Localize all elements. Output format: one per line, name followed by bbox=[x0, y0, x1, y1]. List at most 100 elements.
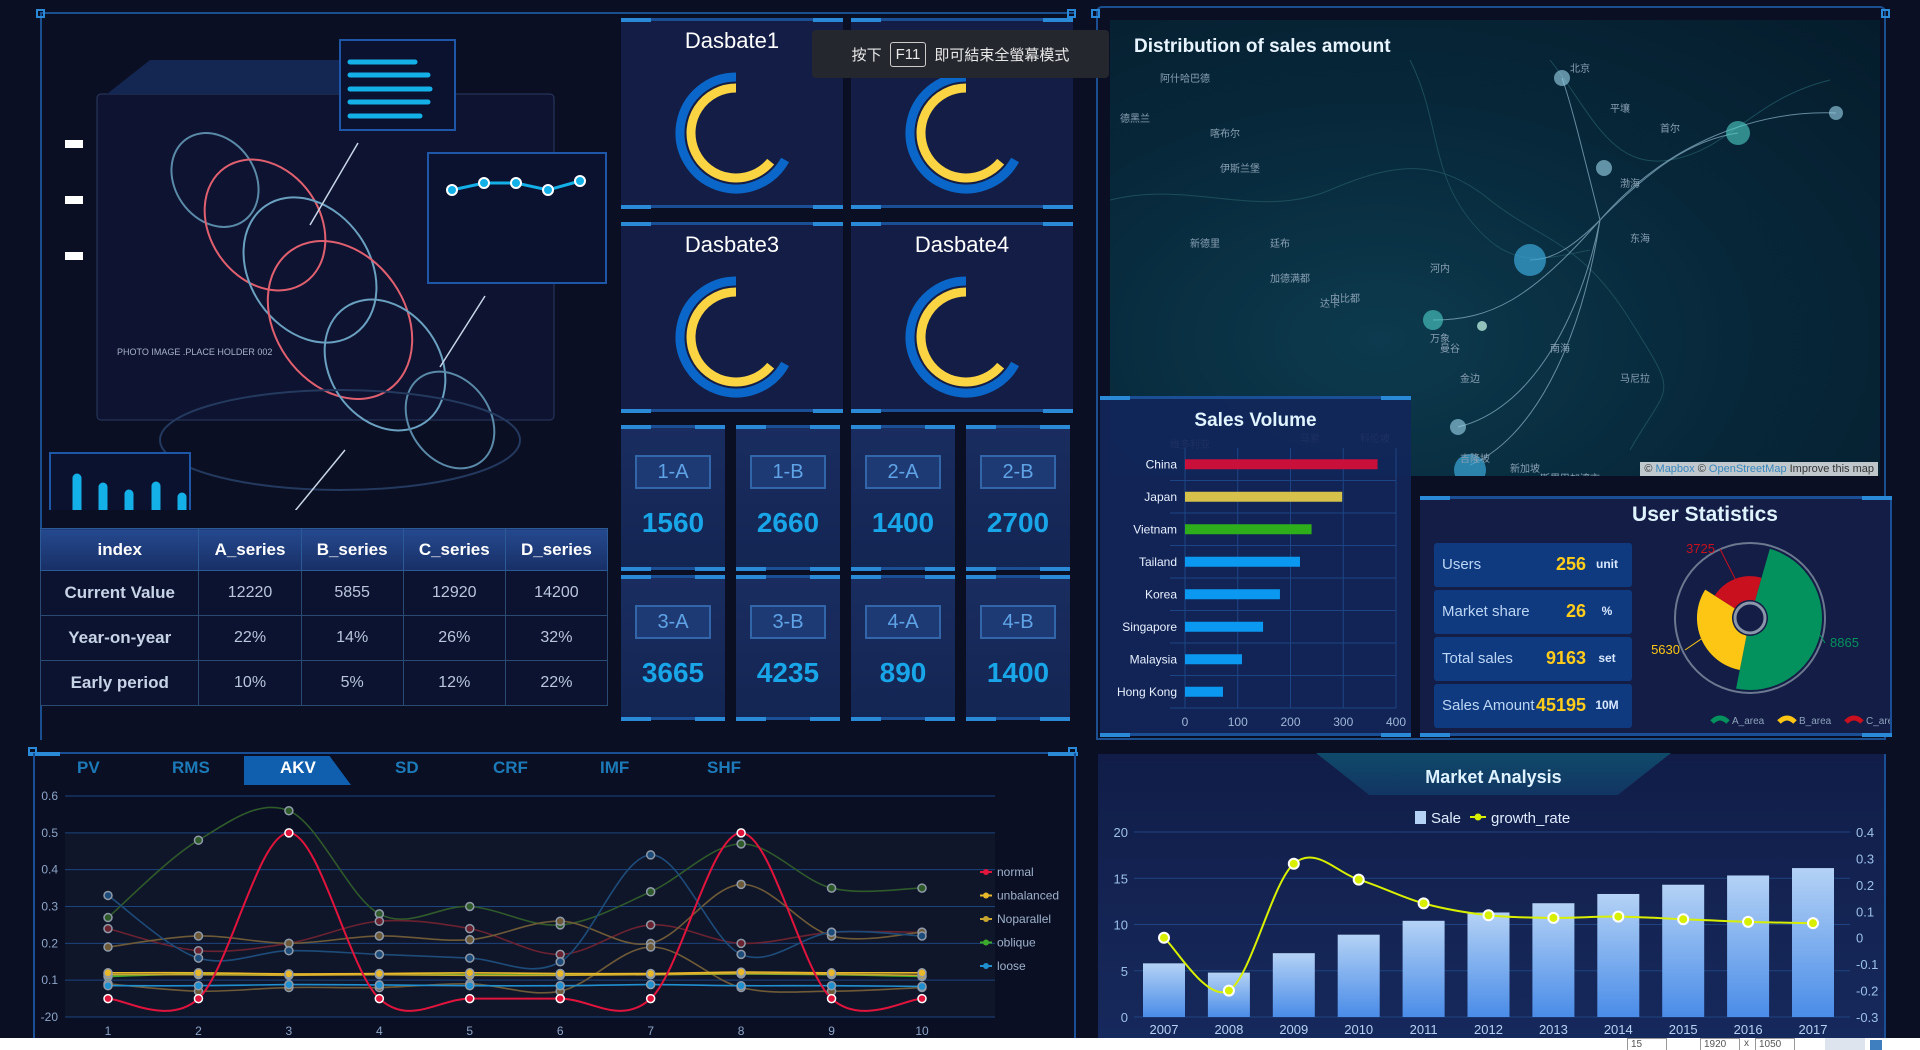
series-unbalanced-point[interactable] bbox=[465, 968, 475, 978]
series-normal-point[interactable] bbox=[284, 828, 294, 838]
series-faded-point[interactable] bbox=[736, 949, 746, 960]
bar-korea[interactable] bbox=[1185, 589, 1280, 600]
series-faded-point[interactable] bbox=[465, 934, 475, 945]
sale-bar-2010[interactable] bbox=[1337, 934, 1380, 1017]
legend-dot[interactable] bbox=[1474, 813, 1482, 821]
growth-rate-point[interactable] bbox=[1612, 910, 1625, 923]
series-faded-point[interactable] bbox=[917, 931, 927, 941]
series-faded-point[interactable] bbox=[284, 805, 294, 816]
series-normal-point[interactable] bbox=[465, 993, 475, 1004]
series-normal-point[interactable] bbox=[826, 993, 837, 1004]
series-faded-point[interactable] bbox=[193, 931, 204, 941]
rose-slice-a_area[interactable] bbox=[1736, 548, 1822, 690]
series-faded-point[interactable] bbox=[465, 901, 475, 912]
series-loose-point[interactable] bbox=[465, 980, 475, 991]
osm-link[interactable]: OpenStreetMap bbox=[1708, 463, 1787, 475]
bar-hong-kong[interactable] bbox=[1185, 686, 1223, 697]
series-normal-point[interactable] bbox=[645, 993, 656, 1004]
series-faded-line[interactable] bbox=[107, 946, 923, 994]
legend-dot[interactable] bbox=[983, 892, 989, 899]
series-normal-point[interactable] bbox=[193, 993, 204, 1004]
series-unbalanced-point[interactable] bbox=[645, 968, 656, 979]
series-unbalanced-point[interactable] bbox=[736, 967, 746, 977]
series-faded-point[interactable] bbox=[193, 953, 204, 963]
growth-rate-point[interactable] bbox=[1482, 909, 1495, 922]
series-faded-point[interactable] bbox=[103, 942, 113, 952]
legend-dot[interactable] bbox=[983, 939, 989, 946]
series-faded-point[interactable] bbox=[736, 839, 746, 849]
series-faded-point[interactable] bbox=[103, 923, 113, 934]
width-field[interactable]: 1920 bbox=[1700, 1038, 1740, 1050]
series-faded-point[interactable] bbox=[103, 890, 113, 901]
series-unbalanced-point[interactable] bbox=[284, 969, 294, 979]
growth-rate-point[interactable] bbox=[1287, 857, 1300, 870]
series-faded-point[interactable] bbox=[826, 927, 837, 938]
series-normal-point[interactable] bbox=[917, 993, 927, 1004]
series-loose-point[interactable] bbox=[555, 980, 565, 991]
growth-rate-point[interactable] bbox=[1807, 917, 1819, 930]
series-noparallel-line[interactable] bbox=[107, 972, 923, 977]
speed-field[interactable]: 15 bbox=[1627, 1038, 1667, 1050]
series-loose-point[interactable] bbox=[645, 979, 656, 990]
sale-bar-2017[interactable] bbox=[1792, 868, 1834, 1017]
bar-tailand[interactable] bbox=[1185, 556, 1300, 567]
series-loose-point[interactable] bbox=[103, 980, 113, 991]
tab-crf[interactable]: CRF bbox=[493, 758, 528, 777]
sale-bar-2015[interactable] bbox=[1662, 884, 1705, 1017]
series-unbalanced-point[interactable] bbox=[374, 968, 385, 979]
series-loose-point[interactable] bbox=[826, 980, 837, 991]
series-normal-line[interactable] bbox=[107, 831, 923, 1012]
sale-bar-2007[interactable] bbox=[1143, 963, 1185, 1017]
legend-swatch-sale[interactable] bbox=[1415, 811, 1426, 824]
series-unbalanced-line[interactable] bbox=[107, 971, 923, 975]
legend-dot[interactable] bbox=[983, 916, 989, 922]
series-unbalanced-point[interactable] bbox=[555, 968, 565, 979]
sale-bar-2012[interactable] bbox=[1467, 912, 1510, 1017]
series-unbalanced-point[interactable] bbox=[103, 968, 113, 978]
series-faded-point[interactable] bbox=[465, 923, 475, 934]
series-faded-point[interactable] bbox=[374, 931, 385, 941]
growth-rate-point[interactable] bbox=[1222, 984, 1235, 997]
pause-button[interactable] bbox=[1825, 1038, 1865, 1050]
bar-singapore[interactable] bbox=[1185, 621, 1264, 632]
series-normal-point[interactable] bbox=[555, 993, 565, 1004]
series-loose-point[interactable] bbox=[374, 980, 385, 990]
series-loose-point[interactable] bbox=[917, 981, 927, 992]
tab-akv[interactable]: AKV bbox=[280, 758, 316, 777]
mapbox-link[interactable]: Mapbox bbox=[1655, 463, 1695, 475]
series-faded-point[interactable] bbox=[284, 945, 294, 956]
growth-rate-point[interactable] bbox=[1547, 911, 1560, 924]
legend-dot[interactable] bbox=[983, 869, 989, 875]
series-faded-point[interactable] bbox=[645, 920, 656, 930]
bar-malaysia[interactable] bbox=[1185, 654, 1242, 665]
series-faded-point[interactable] bbox=[374, 949, 385, 960]
sale-bar-2009[interactable] bbox=[1272, 953, 1315, 1017]
series-loose-point[interactable] bbox=[736, 980, 746, 991]
series-faded-point[interactable] bbox=[645, 850, 656, 860]
tab-sd[interactable]: SD bbox=[395, 758, 419, 777]
growth-rate-point[interactable] bbox=[1417, 897, 1430, 910]
series-loose-point[interactable] bbox=[284, 979, 294, 990]
series-faded-point[interactable] bbox=[555, 957, 565, 967]
stop-button[interactable] bbox=[1870, 1040, 1882, 1050]
series-faded-line[interactable] bbox=[107, 806, 923, 926]
series-faded-point[interactable] bbox=[645, 887, 656, 897]
tab-shf[interactable]: SHF bbox=[707, 758, 741, 777]
series-unbalanced-point[interactable] bbox=[917, 968, 927, 978]
series-normal-point[interactable] bbox=[103, 993, 113, 1004]
series-faded-line[interactable] bbox=[107, 919, 923, 956]
growth-rate-point[interactable] bbox=[1158, 931, 1170, 944]
growth-rate-point[interactable] bbox=[1352, 873, 1365, 886]
series-faded-point[interactable] bbox=[374, 916, 385, 926]
improve-map-link[interactable]: Improve this map bbox=[1789, 463, 1874, 475]
bar-china[interactable] bbox=[1185, 459, 1378, 470]
sale-bar-2016[interactable] bbox=[1727, 875, 1770, 1017]
series-faded-point[interactable] bbox=[103, 912, 113, 923]
tab-pv[interactable]: PV bbox=[77, 758, 100, 777]
growth-rate-line[interactable] bbox=[1163, 856, 1814, 994]
series-loose-line[interactable] bbox=[107, 983, 923, 988]
bar-vietnam[interactable] bbox=[1185, 524, 1312, 535]
series-faded-point[interactable] bbox=[465, 953, 475, 963]
series-faded-point[interactable] bbox=[826, 883, 837, 893]
series-loose-point[interactable] bbox=[193, 980, 204, 991]
